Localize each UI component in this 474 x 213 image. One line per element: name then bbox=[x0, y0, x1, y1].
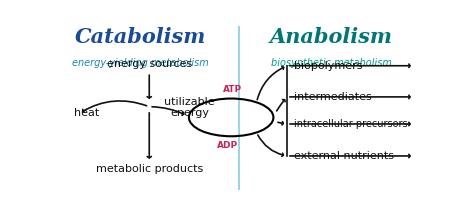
Text: utilizable
energy: utilizable energy bbox=[164, 97, 215, 118]
Text: ADP: ADP bbox=[217, 141, 238, 150]
Text: intermediates: intermediates bbox=[293, 92, 371, 102]
Text: external nutrients: external nutrients bbox=[293, 151, 393, 161]
Text: metabolic products: metabolic products bbox=[96, 164, 203, 174]
Text: heat: heat bbox=[74, 108, 99, 118]
Text: energy-yielding metabolism: energy-yielding metabolism bbox=[72, 58, 209, 68]
Text: biopolymers: biopolymers bbox=[293, 61, 362, 71]
Text: energy sources: energy sources bbox=[107, 59, 192, 69]
Text: intracellular precursors: intracellular precursors bbox=[293, 119, 407, 129]
Text: ATP: ATP bbox=[223, 85, 243, 94]
Text: Catabolism: Catabolism bbox=[74, 27, 206, 47]
Text: biosynthetic metabolism: biosynthetic metabolism bbox=[271, 58, 392, 68]
Text: Anabolism: Anabolism bbox=[270, 27, 392, 47]
